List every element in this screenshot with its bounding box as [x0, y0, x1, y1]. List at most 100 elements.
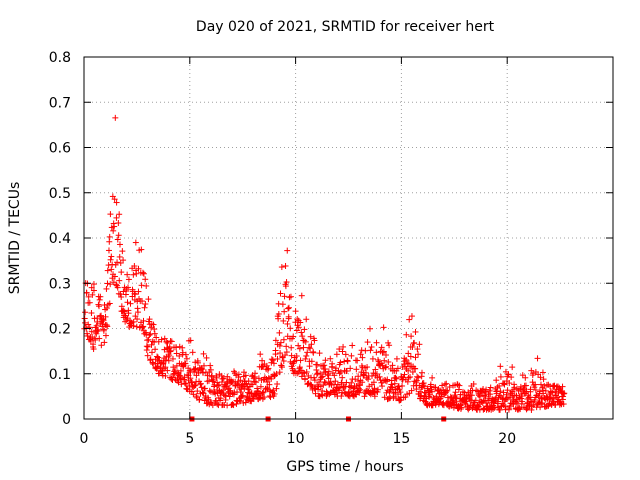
data-point	[241, 385, 248, 392]
data-point	[179, 349, 186, 356]
data-point	[274, 380, 281, 387]
data-point	[316, 379, 323, 386]
data-point	[138, 246, 145, 253]
data-point	[270, 387, 277, 394]
data-point	[135, 265, 142, 272]
x-tick-label: 0	[80, 431, 89, 447]
data-point	[245, 378, 252, 385]
data-point	[189, 379, 196, 386]
data-point	[295, 324, 302, 331]
data-point	[118, 303, 125, 310]
data-point	[125, 284, 132, 291]
data-point	[285, 304, 292, 311]
data-point	[527, 394, 534, 401]
data-point	[216, 381, 223, 388]
data-point	[113, 199, 120, 206]
data-point	[520, 386, 527, 393]
data-point	[540, 376, 547, 383]
data-point	[102, 313, 109, 320]
data-point	[357, 351, 364, 358]
data-point	[108, 266, 115, 273]
data-point	[151, 326, 158, 333]
data-point	[84, 332, 91, 339]
data-point	[200, 350, 207, 357]
data-point	[364, 364, 371, 371]
data-point	[373, 339, 380, 346]
data-point	[528, 406, 535, 413]
data-point	[362, 369, 369, 376]
data-point	[245, 386, 252, 393]
data-point	[536, 388, 543, 395]
data-point	[275, 310, 282, 317]
data-point	[550, 395, 557, 402]
data-point	[443, 380, 450, 387]
data-point	[491, 396, 498, 403]
data-point	[162, 364, 169, 371]
data-point	[319, 392, 326, 399]
data-point	[265, 365, 272, 372]
data-point	[144, 343, 151, 350]
data-point	[314, 361, 321, 368]
data-point	[477, 393, 484, 400]
data-point	[407, 374, 414, 381]
data-point	[519, 398, 526, 405]
data-point	[130, 271, 137, 278]
data-point	[173, 344, 180, 351]
data-point	[412, 379, 419, 386]
data-point	[404, 360, 411, 367]
data-point	[127, 300, 134, 307]
data-point	[382, 364, 389, 371]
data-point	[168, 338, 175, 345]
data-point	[332, 378, 339, 385]
data-point	[200, 369, 207, 376]
data-point	[418, 369, 425, 376]
data-point	[275, 315, 282, 322]
data-point	[94, 328, 101, 335]
data-point	[167, 347, 174, 354]
data-point	[439, 382, 446, 389]
data-point	[281, 293, 288, 300]
data-point	[318, 374, 325, 381]
data-point	[511, 384, 518, 391]
data-point	[111, 273, 118, 280]
data-point	[516, 405, 523, 412]
data-point	[98, 312, 105, 319]
data-point	[131, 263, 138, 270]
data-point	[95, 326, 102, 333]
data-point	[303, 316, 310, 323]
data-point	[284, 247, 291, 254]
data-point	[560, 390, 567, 397]
data-point	[407, 353, 414, 360]
data-point	[284, 320, 291, 327]
data-point	[376, 373, 383, 380]
data-point	[152, 346, 159, 353]
data-point	[546, 391, 553, 398]
data-point	[353, 391, 360, 398]
data-point	[173, 350, 180, 357]
data-point	[137, 319, 144, 326]
data-point	[337, 369, 344, 376]
data-point	[210, 376, 217, 383]
data-point	[337, 359, 344, 366]
data-point	[288, 344, 295, 351]
data-point	[116, 211, 123, 218]
data-point	[86, 299, 93, 306]
data-point	[305, 344, 312, 351]
data-point	[116, 253, 123, 260]
data-point	[379, 349, 386, 356]
data-point	[293, 327, 300, 334]
data-point	[299, 333, 306, 340]
data-point	[306, 363, 313, 370]
y-tick-label: 0	[62, 412, 71, 428]
data-point	[452, 389, 459, 396]
data-point	[415, 351, 422, 358]
data-point	[530, 370, 537, 377]
data-point	[311, 337, 318, 344]
data-point	[486, 395, 493, 402]
y-tick-label: 0.1	[49, 367, 71, 383]
data-point	[288, 352, 295, 359]
data-point	[116, 277, 123, 284]
data-point	[403, 331, 410, 338]
data-point	[260, 389, 267, 396]
